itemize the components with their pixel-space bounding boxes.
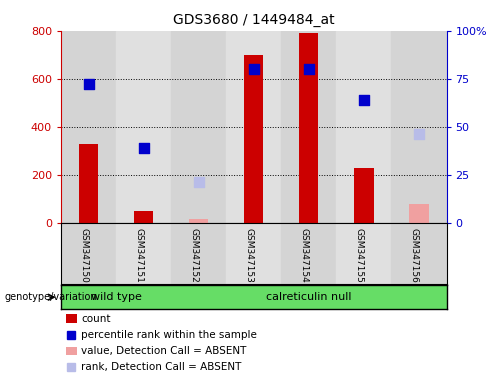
Bar — [66, 314, 77, 323]
Text: genotype/variation: genotype/variation — [5, 292, 98, 302]
Text: GSM347152: GSM347152 — [190, 228, 199, 282]
Bar — [226, 31, 281, 223]
Bar — [336, 223, 391, 284]
Text: GSM347151: GSM347151 — [135, 228, 143, 283]
Bar — [134, 211, 153, 223]
Text: calreticulin null: calreticulin null — [266, 292, 351, 302]
Point — [84, 81, 92, 88]
Text: GSM347150: GSM347150 — [80, 228, 88, 283]
Bar — [171, 285, 447, 309]
Point — [140, 145, 147, 151]
Text: GSM347153: GSM347153 — [245, 228, 254, 283]
Bar — [189, 219, 208, 223]
Bar — [281, 31, 336, 223]
Bar — [66, 347, 77, 355]
Text: GSM347155: GSM347155 — [355, 228, 364, 283]
Bar — [391, 31, 447, 223]
Bar — [61, 285, 171, 309]
Text: wild type: wild type — [91, 292, 142, 302]
Bar — [336, 31, 391, 223]
Bar — [244, 55, 264, 223]
Text: GSM347156: GSM347156 — [410, 228, 419, 283]
Bar — [409, 204, 428, 223]
Bar — [354, 167, 373, 223]
Bar — [116, 31, 171, 223]
Bar — [391, 223, 447, 284]
Bar — [61, 223, 116, 284]
Bar — [299, 33, 319, 223]
Text: count: count — [81, 314, 111, 324]
Point — [250, 66, 258, 72]
Point — [415, 131, 423, 137]
Text: value, Detection Call = ABSENT: value, Detection Call = ABSENT — [81, 346, 247, 356]
Bar — [171, 31, 226, 223]
Text: percentile rank within the sample: percentile rank within the sample — [81, 330, 257, 340]
Bar — [116, 223, 171, 284]
Bar — [171, 223, 226, 284]
Bar — [281, 223, 336, 284]
Text: rank, Detection Call = ABSENT: rank, Detection Call = ABSENT — [81, 362, 242, 372]
Bar — [79, 144, 98, 223]
Bar — [61, 31, 116, 223]
Bar — [226, 223, 281, 284]
Text: GSM347154: GSM347154 — [300, 228, 309, 282]
Point — [305, 66, 313, 72]
Point — [195, 179, 203, 185]
Point — [360, 97, 368, 103]
Title: GDS3680 / 1449484_at: GDS3680 / 1449484_at — [173, 13, 335, 27]
